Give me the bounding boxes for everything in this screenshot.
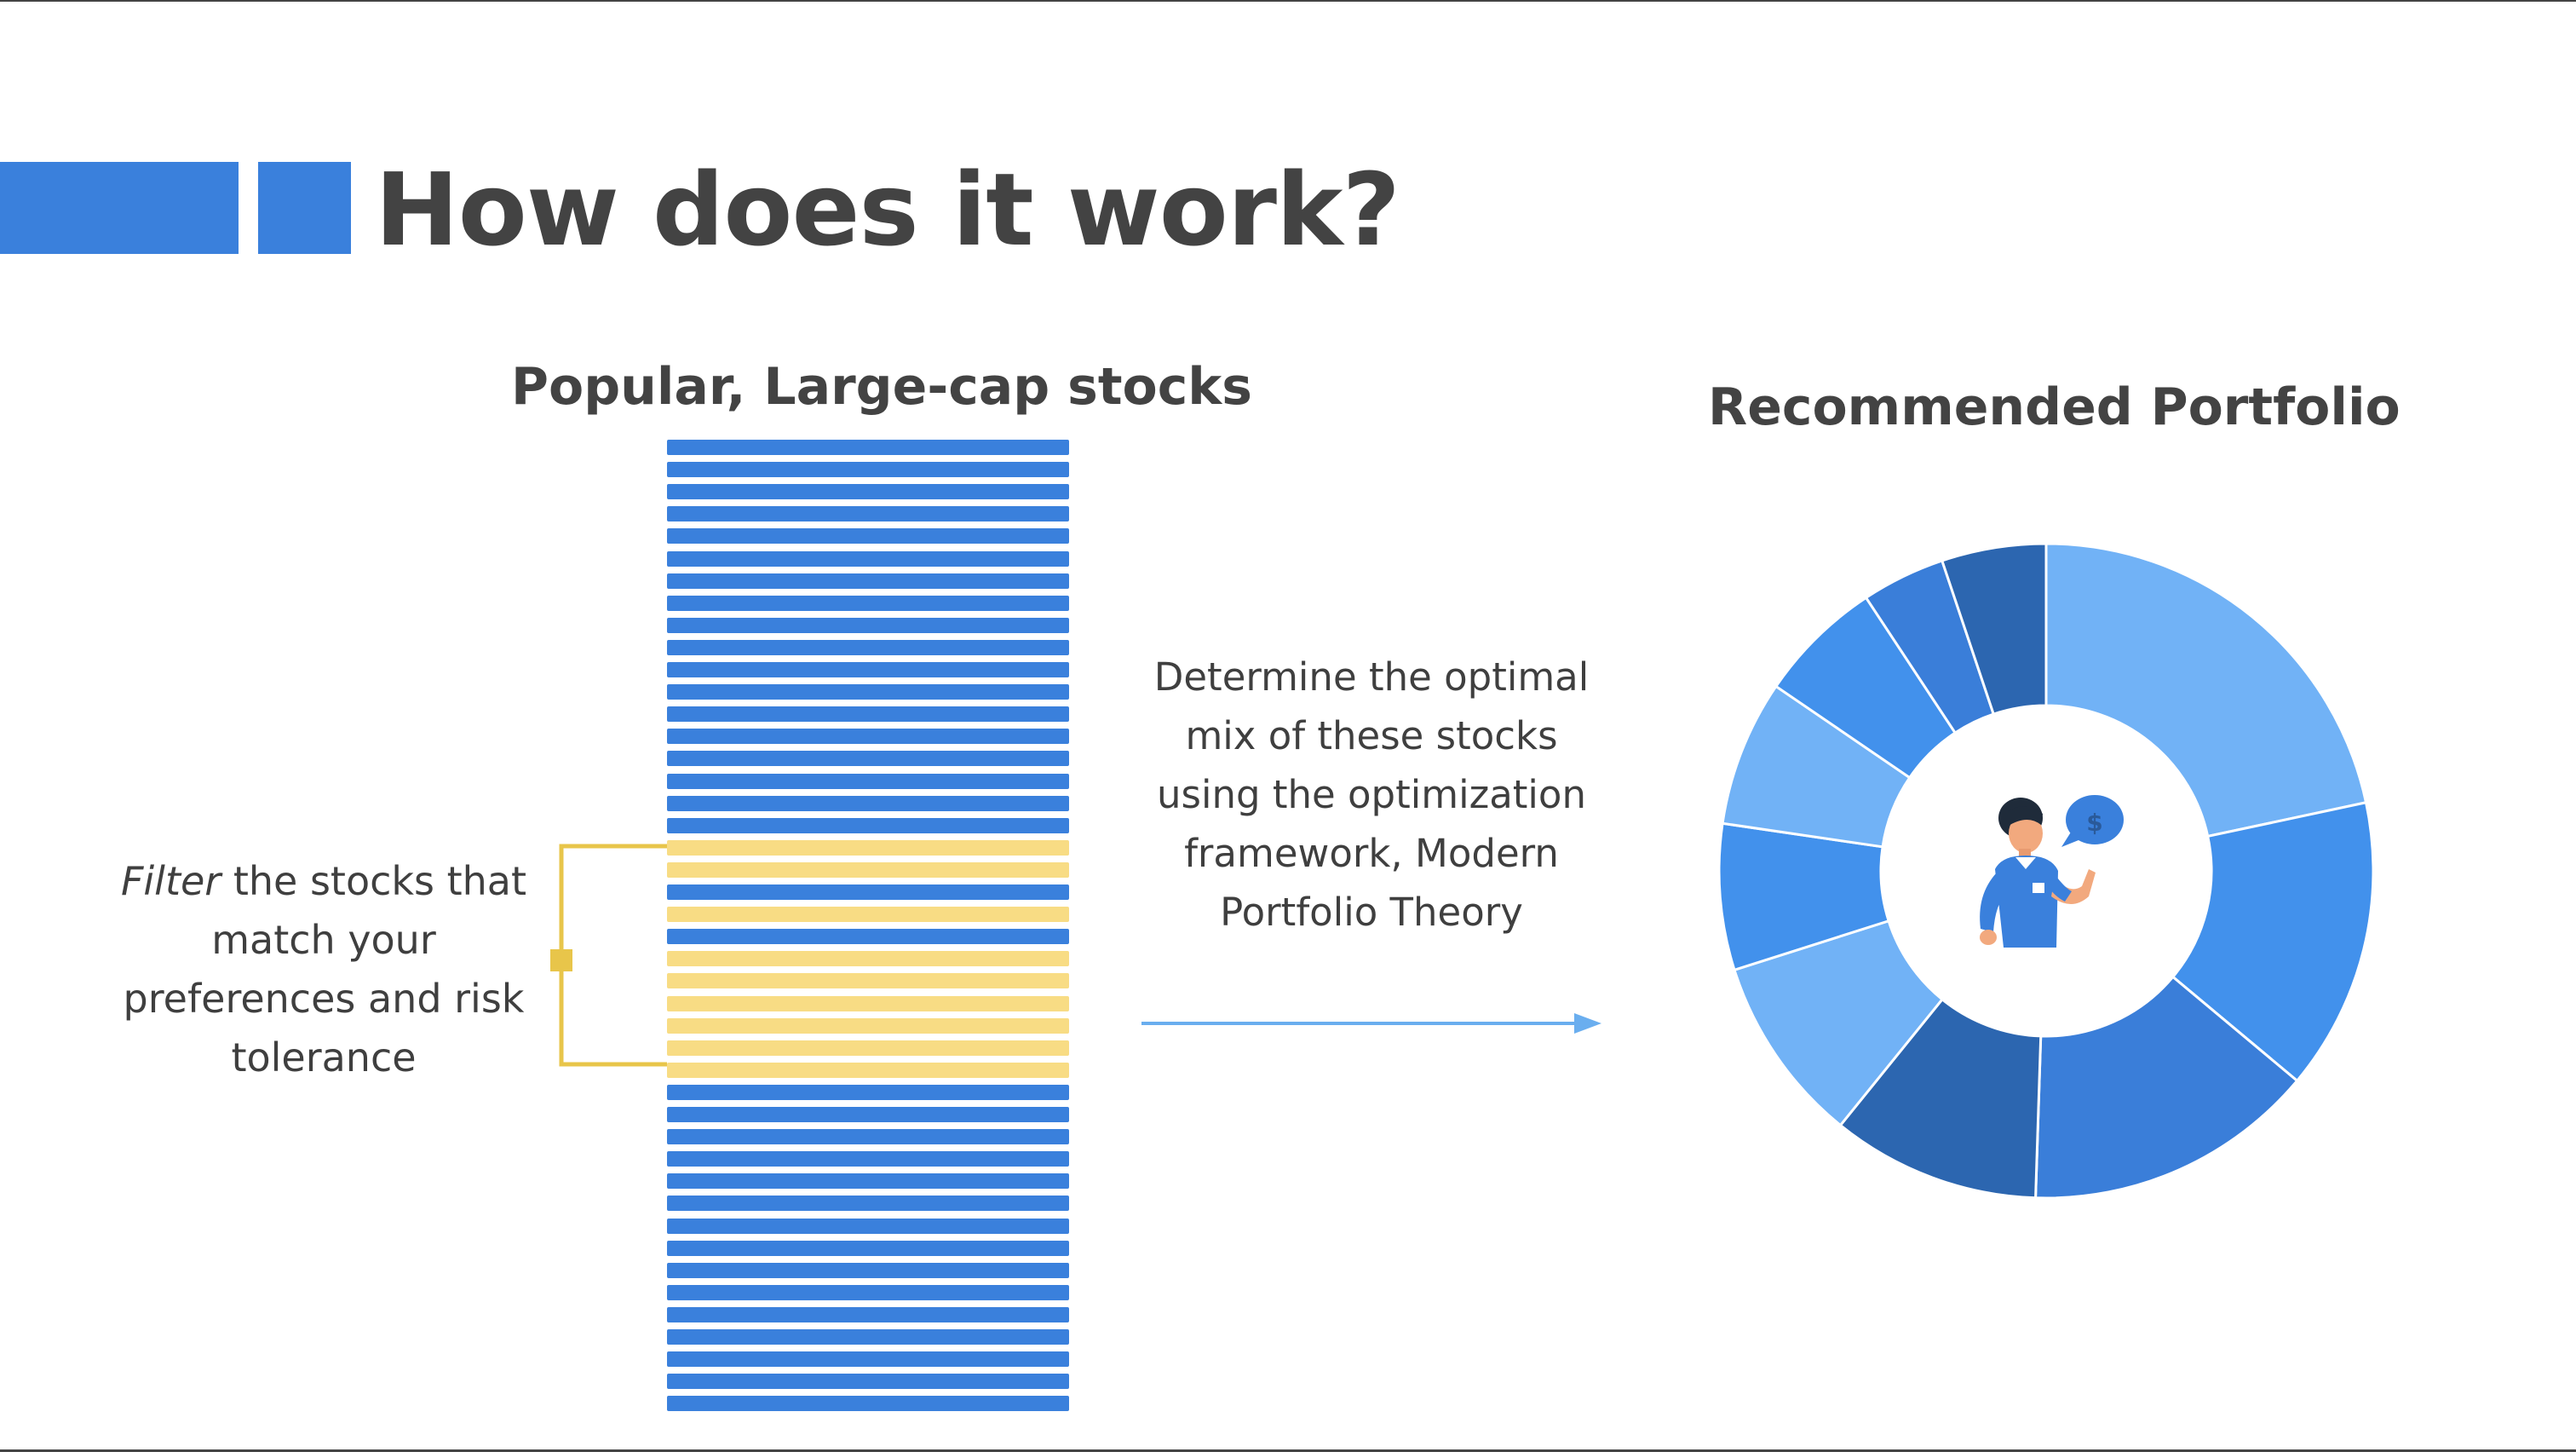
filter-rest: the stocks that match your preferences a…	[123, 858, 527, 1080]
stock-bar	[667, 550, 1069, 567]
stock-bar	[667, 1306, 1069, 1322]
stock-bar	[667, 884, 1069, 900]
portfolio-donut-chart	[1717, 542, 2375, 1200]
stock-bar	[667, 817, 1069, 833]
donut-slice	[2034, 975, 2299, 1200]
stock-bar	[667, 929, 1069, 945]
stock-bar	[667, 1173, 1069, 1190]
filtered-stock-bar	[667, 861, 1069, 878]
filtered-stock-bar	[667, 1040, 1069, 1056]
stock-bar	[667, 1196, 1069, 1212]
stock-bar	[667, 440, 1069, 455]
investor-with-dollar-speech-bubble-icon: $	[1980, 795, 2124, 948]
stock-bar	[667, 462, 1069, 478]
stock-bar	[667, 1374, 1069, 1390]
filtered-stock-bar	[667, 951, 1069, 967]
bottom-border	[0, 1449, 2576, 1452]
filtered-stock-bar	[667, 973, 1069, 989]
stock-bar	[667, 773, 1069, 789]
stock-bar	[667, 573, 1069, 589]
stock-bar	[667, 639, 1069, 655]
filter-bracket	[550, 844, 667, 1067]
donut-slice	[1838, 997, 2043, 1200]
stock-list-stack	[667, 440, 1069, 1412]
filtered-stock-bar	[667, 907, 1069, 923]
stock-bar	[667, 1107, 1069, 1122]
optimization-description: Determine the optimal mix of these stock…	[1153, 654, 1590, 935]
stock-bar	[667, 484, 1069, 500]
portfolio-title: Recommended Portfolio	[1708, 377, 2401, 437]
donut-slice	[2044, 542, 2368, 838]
title-accent-bar-short	[258, 162, 351, 254]
stock-bar	[667, 751, 1069, 767]
stock-bar	[667, 528, 1069, 544]
stock-bar	[667, 1329, 1069, 1345]
stock-bar	[667, 1284, 1069, 1300]
dollar-symbol: $	[2086, 809, 2102, 837]
stock-bar	[667, 1240, 1069, 1256]
stock-bar	[667, 1351, 1069, 1368]
stock-bar	[667, 795, 1069, 811]
stock-bar	[667, 662, 1069, 677]
filter-description: Filter the stocks that match your prefer…	[111, 852, 537, 1087]
stock-bar	[667, 506, 1069, 522]
donut-slice	[1940, 542, 2048, 716]
donut-slice	[2171, 800, 2375, 1083]
stock-bar	[667, 1129, 1069, 1145]
stock-bar	[667, 706, 1069, 723]
stock-bar	[667, 1396, 1069, 1412]
filtered-stock-bar	[667, 995, 1069, 1011]
filtered-stock-bar	[667, 1017, 1069, 1034]
stock-bar	[667, 1151, 1069, 1167]
stock-bar	[667, 1084, 1069, 1100]
stock-bar	[667, 684, 1069, 700]
stock-bar	[667, 617, 1069, 633]
arrow-to-portfolio	[1141, 1013, 1601, 1034]
stock-bar	[667, 1262, 1069, 1278]
top-border	[0, 0, 2576, 2]
filtered-stock-bar	[667, 839, 1069, 856]
filtered-stock-bar	[667, 1062, 1069, 1078]
stock-bar	[667, 1218, 1069, 1234]
stock-bar	[667, 595, 1069, 611]
page-title: How does it work?	[375, 151, 1400, 268]
stocks-title: Popular, Large-cap stocks	[511, 357, 1252, 417]
filter-emphasis: Filter	[120, 858, 221, 904]
title-accent-bar-long	[0, 162, 239, 254]
stock-bar	[667, 729, 1069, 745]
